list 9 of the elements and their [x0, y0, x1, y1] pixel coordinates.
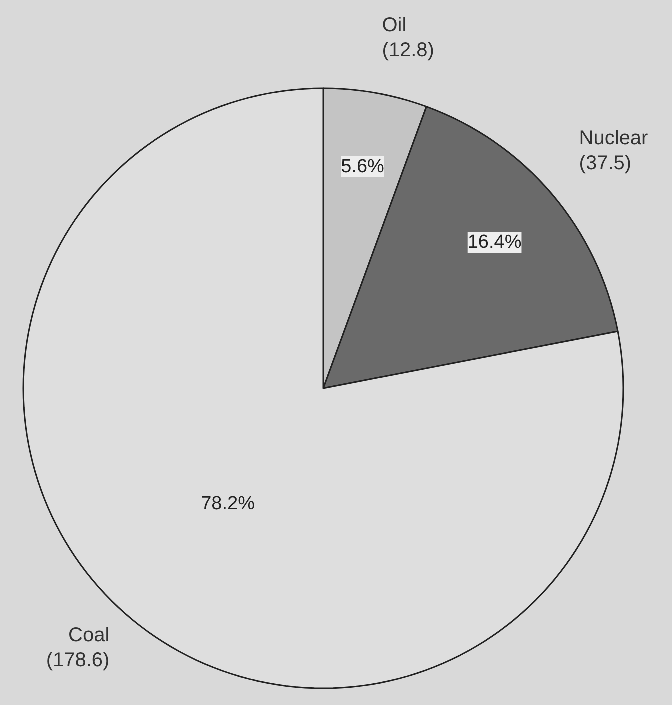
- text: (12.8): [382, 40, 434, 62]
- text: (37.5): [579, 152, 632, 175]
- text: (178.6): [46, 650, 110, 672]
- slice-label: Nuclear: [579, 128, 649, 150]
- data-label: 78.2%: [201, 494, 256, 515]
- slice-label: Coal: [68, 624, 110, 647]
- slice-label: Oil: [382, 14, 407, 37]
- data-label: 16.4%: [468, 232, 522, 254]
- data-label: 5.6%: [341, 156, 385, 178]
